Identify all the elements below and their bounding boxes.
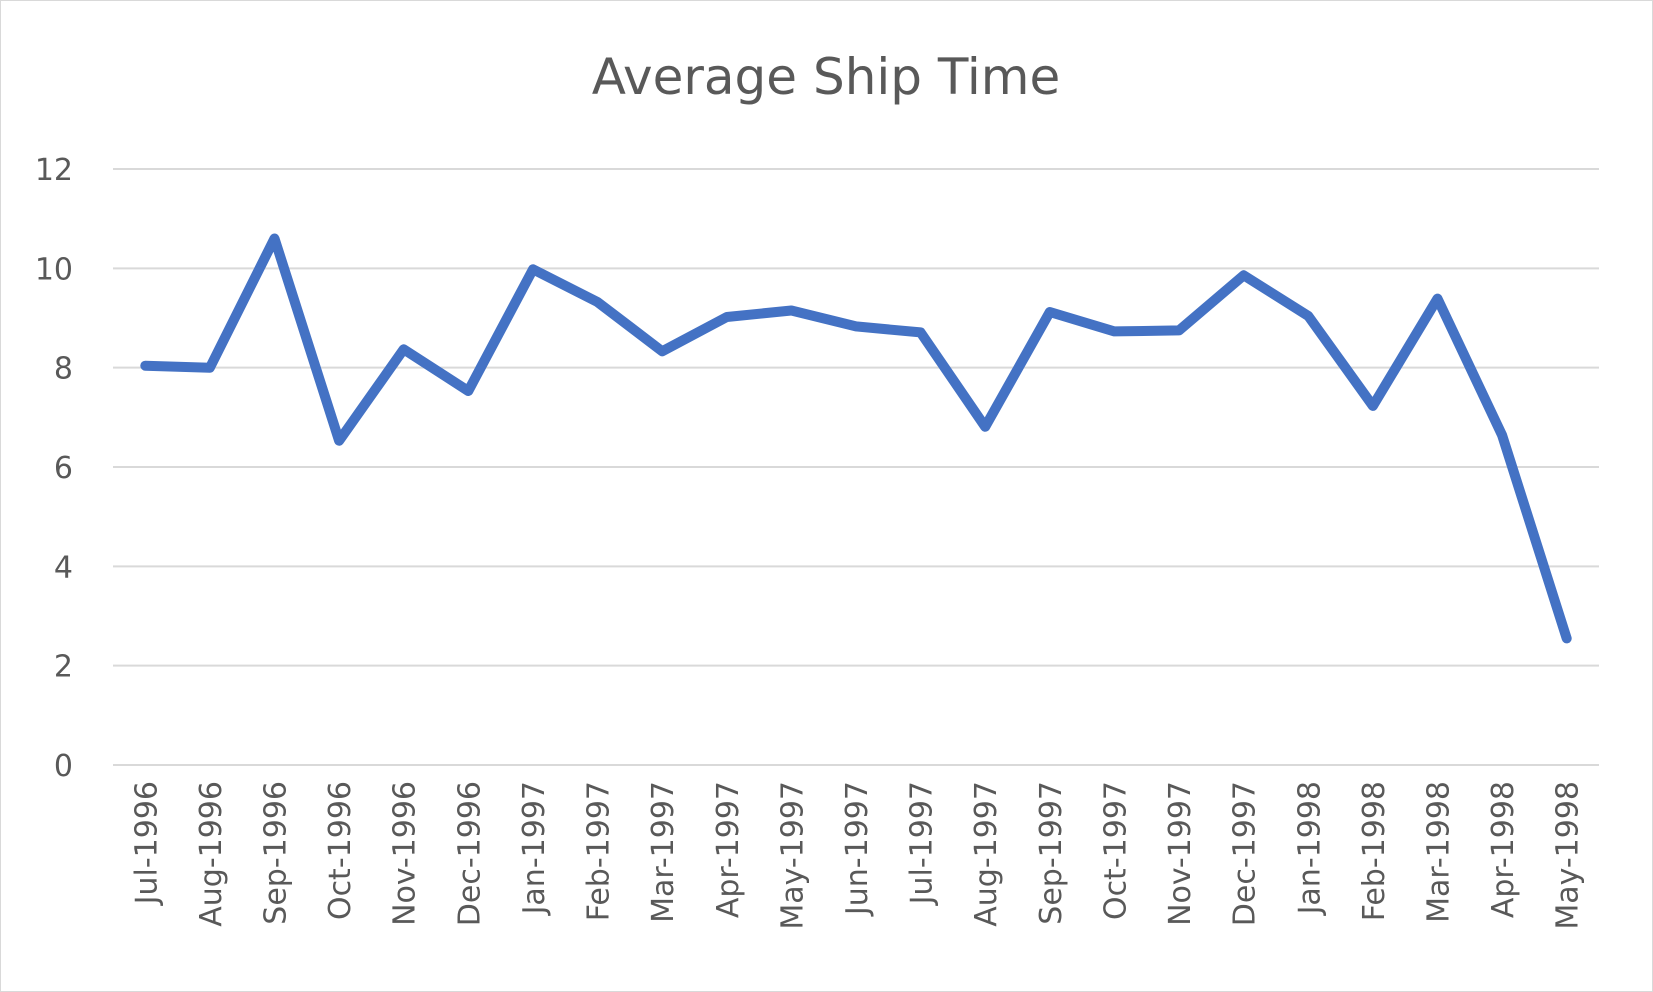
series-layer <box>140 233 1572 644</box>
x-tick-label: Aug-1997 <box>969 781 1004 927</box>
data-point <box>918 330 923 335</box>
x-tick-label: Jul-1996 <box>129 781 164 906</box>
y-axis-tick-labels: 0 2 4 6 8 10 12 <box>35 153 73 784</box>
x-tick-label: Nov-1996 <box>388 781 423 926</box>
x-tick-label: Dec-1997 <box>1228 781 1263 926</box>
y-tick-label: 2 <box>54 650 73 685</box>
x-tick-label: Oct-1997 <box>1098 781 1133 920</box>
data-point <box>530 267 535 272</box>
data-point <box>1370 403 1375 408</box>
data-point <box>854 324 858 329</box>
x-tick-label: Jan-1998 <box>1292 781 1327 916</box>
data-point <box>1177 328 1182 333</box>
x-tick-label: Jun-1997 <box>840 781 875 917</box>
y-tick-label: 4 <box>54 550 73 585</box>
series-line <box>140 233 1572 644</box>
data-point <box>660 349 665 354</box>
x-tick-label: May-1998 <box>1551 781 1586 930</box>
data-point <box>466 389 471 394</box>
x-tick-label: Dec-1996 <box>452 781 487 926</box>
gridlines <box>113 168 1599 766</box>
y-tick-label: 6 <box>54 451 73 486</box>
x-tick-label: Apr-1998 <box>1486 781 1521 918</box>
data-point <box>724 315 729 320</box>
x-tick-label: Feb-1997 <box>582 781 617 921</box>
x-tick-label: Mar-1998 <box>1421 781 1456 923</box>
chart-title: Average Ship Time <box>592 48 1061 106</box>
data-point <box>1435 296 1440 301</box>
data-point <box>983 424 988 429</box>
x-tick-label: Feb-1998 <box>1357 781 1392 921</box>
x-tick-label: Aug-1996 <box>194 781 229 927</box>
x-tick-label: Jan-1997 <box>517 781 552 916</box>
x-tick-label: Sep-1997 <box>1034 781 1069 925</box>
data-point <box>1112 329 1117 334</box>
data-point <box>143 363 148 368</box>
y-tick-label: 10 <box>35 252 73 287</box>
y-tick-label: 8 <box>54 352 73 387</box>
x-tick-label: Jul-1997 <box>905 781 940 906</box>
x-tick-label: Nov-1997 <box>1163 781 1198 926</box>
data-point <box>789 308 794 313</box>
x-axis-tick-labels: Jul-1996 Aug-1996 Sep-1996 Oct-1996 Nov-1996… <box>129 781 1585 930</box>
data-point <box>1564 636 1569 641</box>
data-point <box>272 236 277 241</box>
data-point <box>207 365 212 370</box>
data-point <box>1306 314 1311 319</box>
x-tick-label: Oct-1996 <box>323 781 358 920</box>
data-point <box>337 438 342 443</box>
data-point <box>1500 433 1505 438</box>
data-point <box>595 300 600 305</box>
x-tick-label: Sep-1996 <box>259 781 294 925</box>
y-tick-label: 12 <box>35 153 73 188</box>
data-point <box>401 347 406 352</box>
data-point <box>1241 273 1246 278</box>
x-tick-label: Mar-1997 <box>646 781 681 923</box>
data-point <box>1047 310 1052 315</box>
x-tick-label: May-1997 <box>775 781 810 930</box>
x-tick-label: Apr-1997 <box>711 781 746 918</box>
y-tick-label: 0 <box>54 749 73 784</box>
